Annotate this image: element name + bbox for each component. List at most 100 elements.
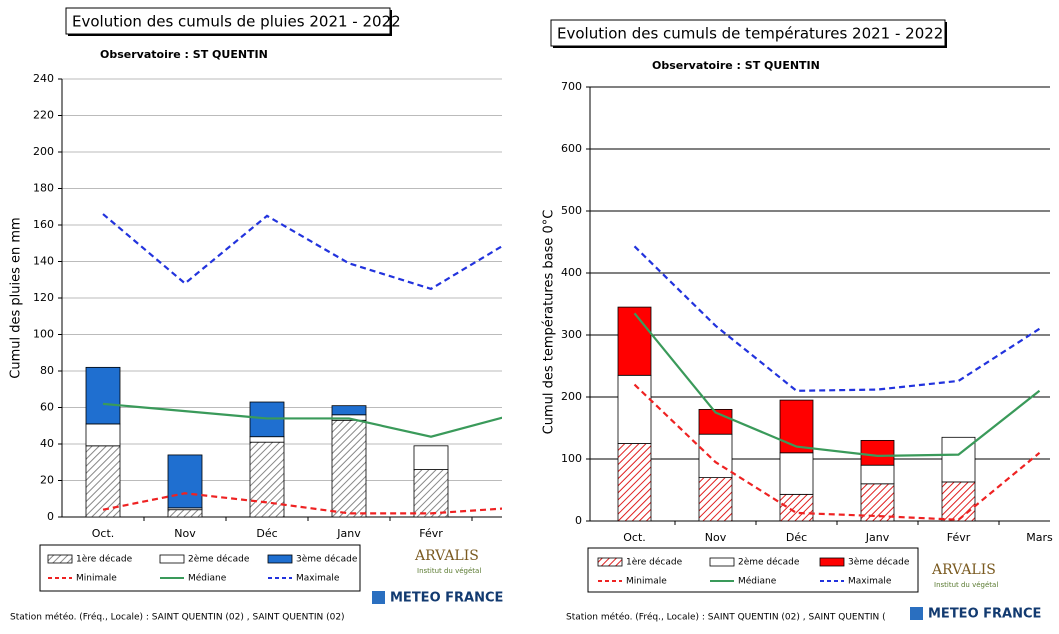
x-tick-label: Nov <box>705 531 727 544</box>
y-tick-label: 140 <box>33 255 54 268</box>
y-axis-label: Cumul des températures base 0°C <box>542 210 557 435</box>
series-line <box>102 492 502 515</box>
plot <box>85 213 502 518</box>
legend-label: 2ème décade <box>738 557 800 568</box>
x-tick-label: Oct. <box>623 531 646 544</box>
y-tick-label: 240 <box>33 72 54 85</box>
y-tick-label: 40 <box>40 437 54 450</box>
bar-segment <box>779 493 814 522</box>
chart-title: Evolution des cumuls de pluies 2021 - 20… <box>72 13 401 31</box>
bar-segment <box>779 399 814 454</box>
chart-subtitle: Observatoire : ST QUENTIN <box>652 59 820 72</box>
legend-label: 1ère décade <box>76 554 133 565</box>
y-axis-label: Cumul des pluies en mm <box>9 217 24 378</box>
x-tick-label: Janv <box>865 531 890 544</box>
legend-label: Minimale <box>626 577 667 587</box>
x-tick-label: Févr <box>947 531 971 544</box>
bar-segment <box>617 306 652 376</box>
logo-mf-icon <box>910 607 923 620</box>
logo-meteo-france: METEO FRANCE <box>390 591 503 606</box>
x-tick-label: Déc <box>786 531 807 544</box>
legend-swatch <box>597 557 623 567</box>
y-tick-label: 180 <box>33 182 54 195</box>
chart-subtitle: Observatoire : ST QUENTIN <box>100 48 268 61</box>
bar-segment <box>779 452 814 495</box>
x-tick-label: Janv <box>336 527 361 540</box>
y-tick-label: 200 <box>561 390 582 403</box>
legend-swatch <box>159 554 185 564</box>
plot <box>617 245 1041 522</box>
bar-segment <box>941 436 976 483</box>
series-line <box>633 245 1041 392</box>
bar-segment <box>698 477 733 522</box>
y-tick-label: 80 <box>40 364 54 377</box>
legend-box <box>587 547 919 593</box>
y-tick-label: 120 <box>33 291 54 304</box>
bar-segment <box>85 445 121 518</box>
bar-segment <box>860 439 895 466</box>
y-tick-label: 0 <box>575 514 582 527</box>
x-tick-label: Févr <box>419 527 443 540</box>
series-line <box>633 383 1041 521</box>
bar-segment <box>331 405 367 416</box>
bar-segment <box>167 454 203 509</box>
y-tick-label: 300 <box>561 328 582 341</box>
title-box <box>550 19 946 47</box>
x-tick-label: Oct. <box>92 527 115 540</box>
legend-label: Médiane <box>738 576 777 587</box>
y-tick-label: 600 <box>561 142 582 155</box>
series-line <box>633 312 1041 458</box>
y-tick-label: 100 <box>561 452 582 465</box>
chart-title: Evolution des cumuls de températures 202… <box>557 25 943 43</box>
bar-segment <box>85 366 121 425</box>
legend-swatch <box>819 557 845 567</box>
y-tick-label: 0 <box>47 510 54 523</box>
legend-label: 3ème décade <box>848 557 910 568</box>
source-note: Station météo. (Fréq., Locale) : SAINT Q… <box>10 612 345 623</box>
y-tick-label: 700 <box>561 80 582 93</box>
legend-swatch <box>709 557 735 567</box>
legend-label: 2ème décade <box>188 554 250 565</box>
y-tick-label: 60 <box>40 401 54 414</box>
logo-meteo-france: METEO FRANCE <box>928 607 1041 622</box>
legend-label: Maximale <box>296 574 340 584</box>
logo-mf-icon <box>372 591 385 604</box>
bar-segment <box>860 483 895 522</box>
y-tick-label: 100 <box>33 328 54 341</box>
bar-segment <box>249 441 285 518</box>
x-tick-label: Mars <box>1026 531 1053 544</box>
bar-segment <box>85 423 121 447</box>
bar-segment <box>860 464 895 485</box>
title-box <box>65 7 391 35</box>
logo-arvalis-sub: Institut du végétal <box>417 567 481 575</box>
bar-segment <box>413 445 449 470</box>
logo-arvalis: ARVALIS <box>931 562 996 578</box>
y-tick-label: 500 <box>561 204 582 217</box>
legend-label: Maximale <box>848 577 892 587</box>
y-tick-label: 200 <box>33 145 54 158</box>
y-tick-label: 160 <box>33 218 54 231</box>
y-tick-label: 20 <box>40 474 54 487</box>
bar-segment <box>698 433 733 479</box>
bar-segment <box>941 481 976 522</box>
bar-segment <box>331 419 367 518</box>
bar-segment <box>167 509 203 518</box>
legend-label: Minimale <box>76 574 117 584</box>
bar-segment <box>617 443 652 522</box>
legend-label: 1ère décade <box>626 557 683 568</box>
legend-box <box>39 544 361 592</box>
logo-arvalis: ARVALIS <box>414 548 479 564</box>
y-tick-label: 400 <box>561 266 582 279</box>
series-line <box>102 402 502 438</box>
x-tick-label: Nov <box>174 527 196 540</box>
x-tick-label: Déc <box>256 527 277 540</box>
y-tick-label: 220 <box>33 109 54 122</box>
legend-label: Médiane <box>188 573 227 584</box>
legend-label: 3ème décade <box>296 554 358 565</box>
source-note: Station météo. (Fréq., Locale) : SAINT Q… <box>566 612 886 623</box>
series-line <box>102 213 502 291</box>
legend-swatch <box>47 554 73 564</box>
legend-swatch <box>267 554 293 564</box>
logo-arvalis-sub: Institut du végétal <box>934 581 998 589</box>
bar-segment <box>249 436 285 443</box>
